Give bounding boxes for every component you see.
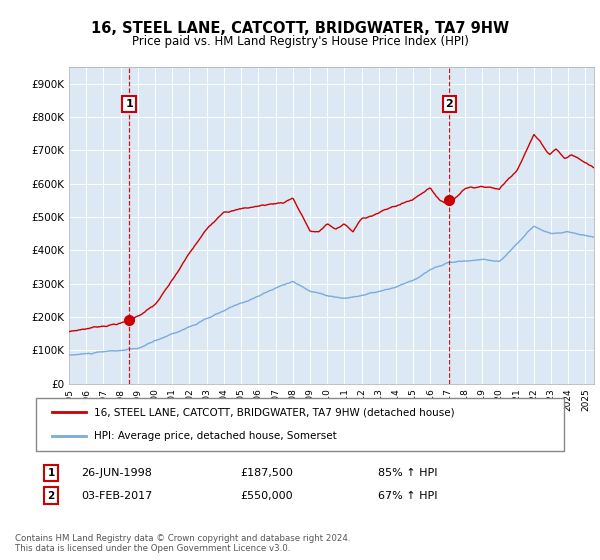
Text: HPI: Average price, detached house, Somerset: HPI: Average price, detached house, Some…: [94, 431, 337, 441]
Text: 85% ↑ HPI: 85% ↑ HPI: [378, 468, 437, 478]
Text: 2: 2: [47, 491, 55, 501]
Text: 16, STEEL LANE, CATCOTT, BRIDGWATER, TA7 9HW: 16, STEEL LANE, CATCOTT, BRIDGWATER, TA7…: [91, 21, 509, 36]
Text: 2: 2: [445, 99, 453, 109]
Text: 03-FEB-2017: 03-FEB-2017: [81, 491, 152, 501]
Text: £187,500: £187,500: [240, 468, 293, 478]
Text: 16, STEEL LANE, CATCOTT, BRIDGWATER, TA7 9HW (detached house): 16, STEEL LANE, CATCOTT, BRIDGWATER, TA7…: [94, 408, 455, 418]
Text: 26-JUN-1998: 26-JUN-1998: [81, 468, 152, 478]
Text: 67% ↑ HPI: 67% ↑ HPI: [378, 491, 437, 501]
Text: Price paid vs. HM Land Registry's House Price Index (HPI): Price paid vs. HM Land Registry's House …: [131, 35, 469, 48]
FancyBboxPatch shape: [36, 398, 564, 451]
Text: £550,000: £550,000: [240, 491, 293, 501]
Text: 1: 1: [125, 99, 133, 109]
Text: Contains HM Land Registry data © Crown copyright and database right 2024.
This d: Contains HM Land Registry data © Crown c…: [15, 534, 350, 553]
Text: 1: 1: [47, 468, 55, 478]
